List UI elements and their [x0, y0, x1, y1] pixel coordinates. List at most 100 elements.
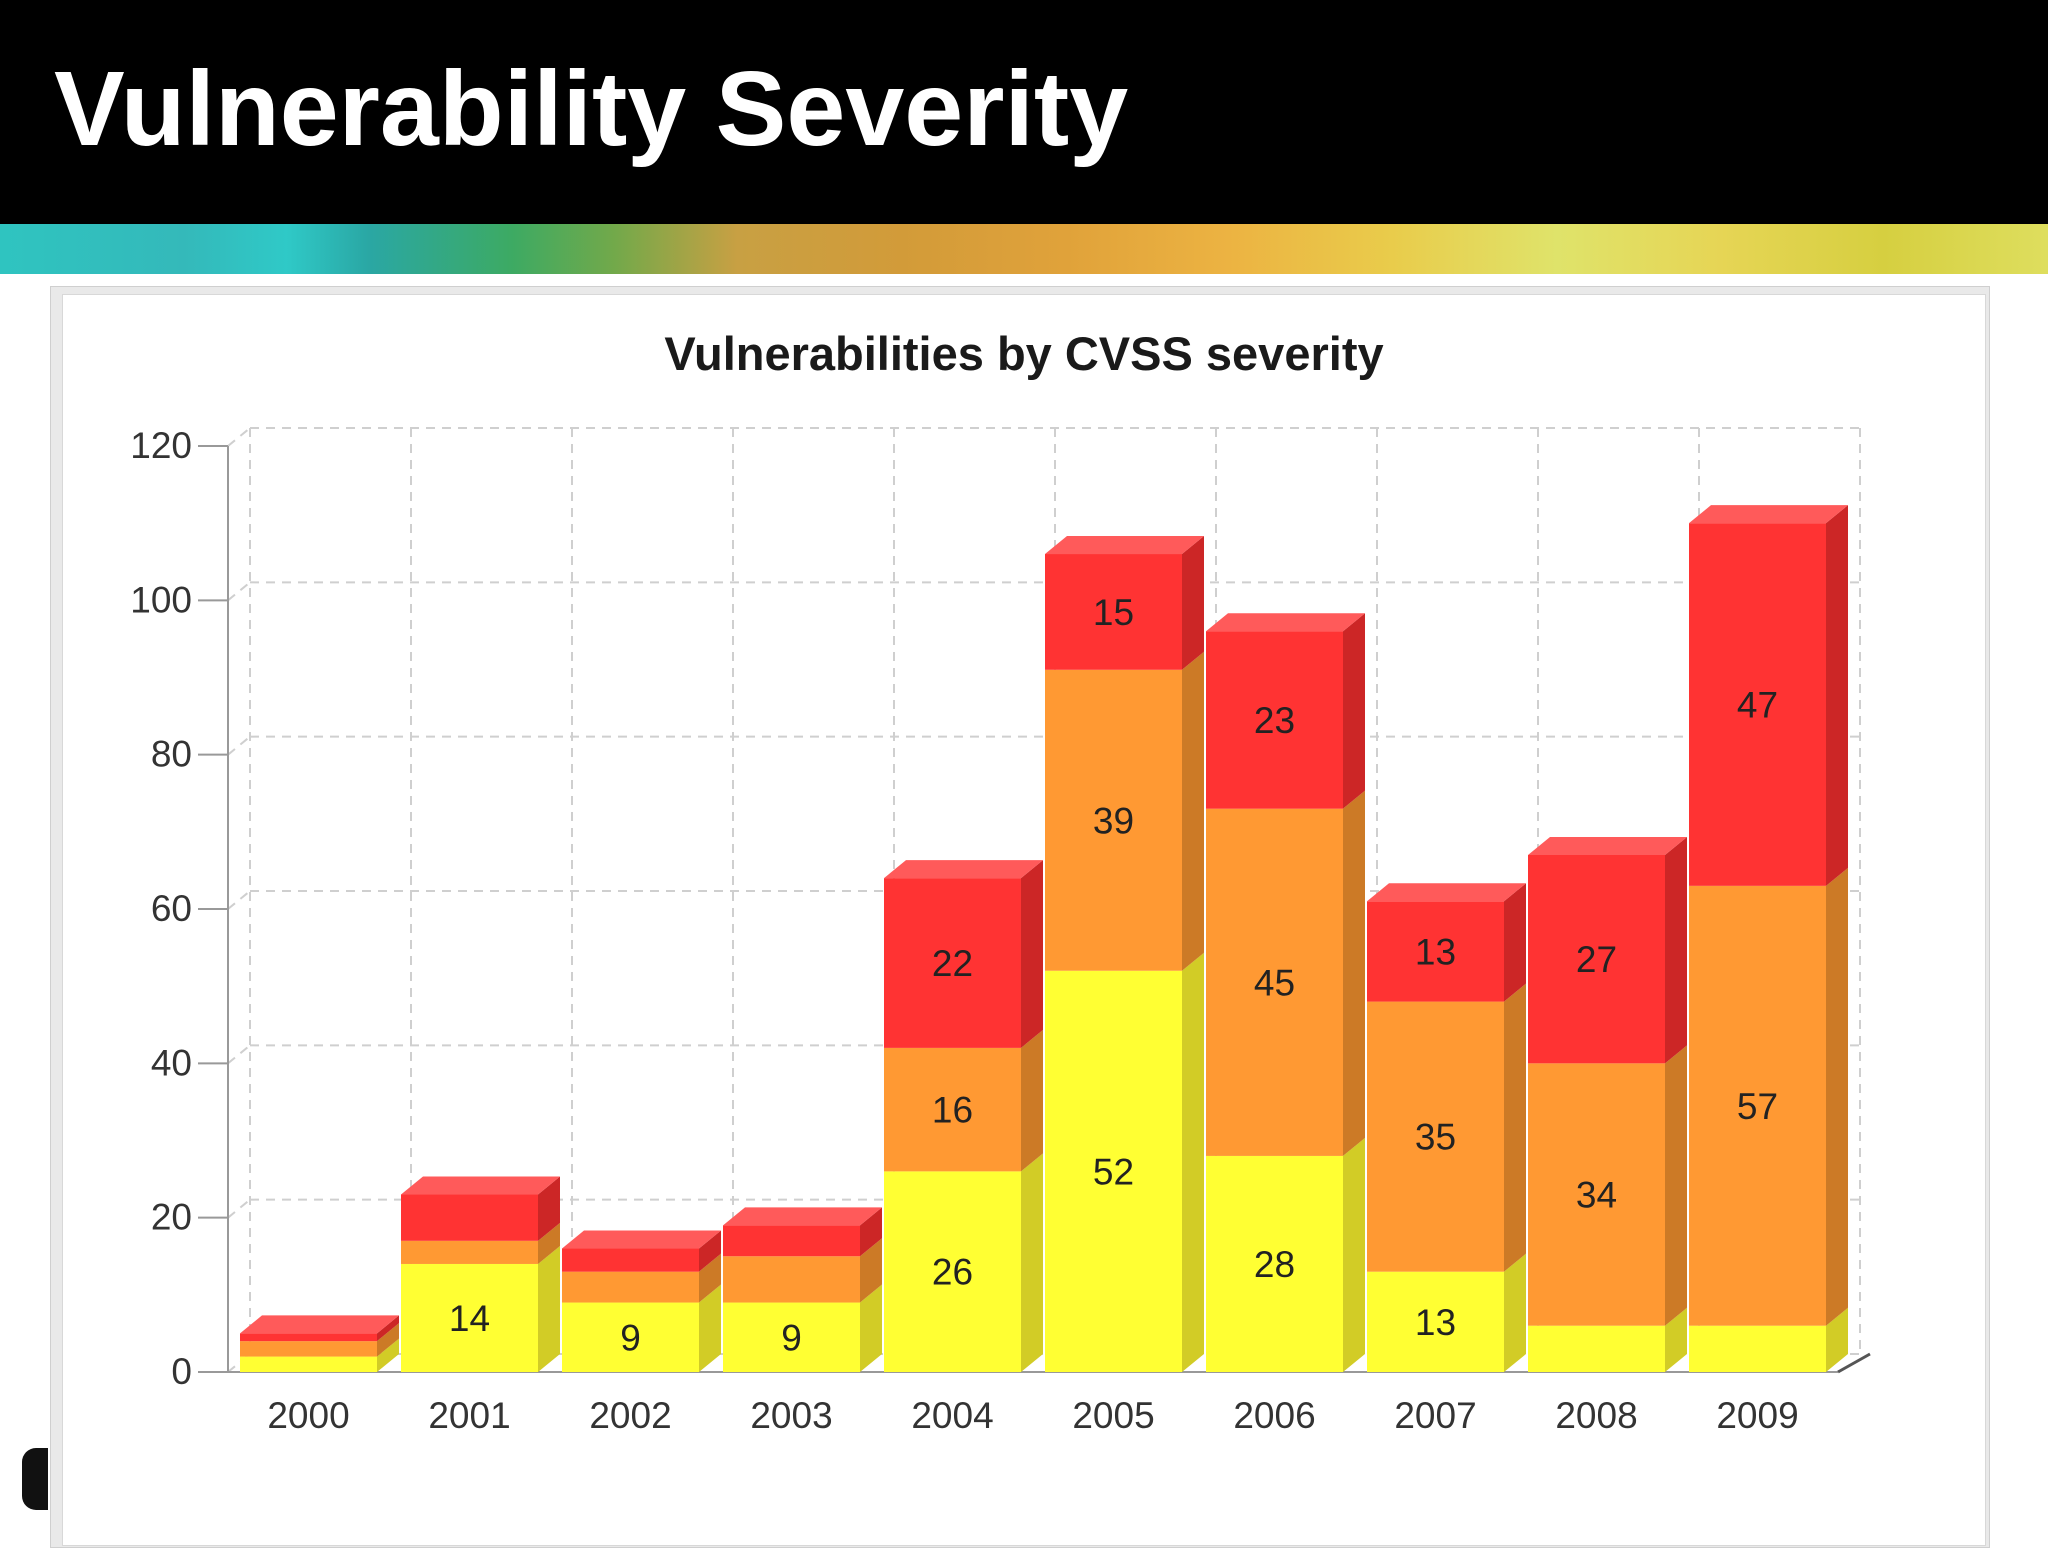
bar-top [723, 1207, 882, 1226]
slide-title: Vulnerability Severity [54, 50, 1129, 168]
data-label: 52 [1093, 1151, 1134, 1192]
bar-segment [1206, 808, 1343, 1156]
bar-segment-side [1021, 860, 1043, 1048]
bar-top [1206, 613, 1365, 632]
bar-segment-side [1182, 651, 1204, 971]
bar-segment-side [1665, 1307, 1687, 1372]
data-label: 57 [1737, 1086, 1778, 1127]
bar-segment-side [1343, 1137, 1365, 1372]
bar-segment-side [1021, 1029, 1043, 1172]
bar-segment-side [377, 1338, 399, 1372]
bar-segment [1689, 523, 1826, 886]
gridline-y-depth [227, 1198, 251, 1219]
bar-segment-side [1182, 952, 1204, 1372]
bar-segment [723, 1225, 860, 1257]
bar-segment [1206, 631, 1343, 809]
bar-segment [240, 1356, 377, 1372]
bar-segment [1206, 1155, 1343, 1372]
x-tick-label: 2003 [750, 1395, 832, 1436]
y-tick-label: 20 [151, 1197, 192, 1238]
data-label: 39 [1093, 800, 1134, 841]
x-tick-label: 2008 [1555, 1395, 1637, 1436]
data-label: 26 [932, 1252, 973, 1293]
bar-segment [723, 1256, 860, 1303]
data-label: 9 [620, 1317, 641, 1358]
bar-segment-side [377, 1315, 399, 1342]
bar-segment-side [1826, 867, 1848, 1326]
bar-segment-side [1504, 1253, 1526, 1372]
bar-segment-side [860, 1238, 882, 1303]
bar-segment [240, 1333, 377, 1342]
bar-segment-side [1343, 790, 1365, 1156]
data-label: 28 [1254, 1244, 1295, 1285]
data-label: 16 [932, 1090, 973, 1131]
bar-segment [1528, 1325, 1665, 1372]
bar-segment [562, 1248, 699, 1272]
bar-top [1528, 836, 1687, 855]
bar-segment [1045, 554, 1182, 670]
gridline-y-depth [227, 581, 251, 602]
bar-segment-side [860, 1284, 882, 1372]
data-label: 47 [1737, 685, 1778, 726]
bar-segment-side [860, 1207, 882, 1257]
gridline-y-depth [227, 1044, 251, 1065]
data-label: 15 [1093, 592, 1134, 633]
bar-segment-side [699, 1284, 721, 1372]
bar-segment [884, 878, 1021, 1048]
bar-segment-side [1343, 613, 1365, 809]
bar-segment [401, 1240, 538, 1264]
data-label: 22 [932, 943, 973, 984]
bar-segment [1045, 970, 1182, 1372]
bar-segment [562, 1271, 699, 1303]
bar-segment [401, 1194, 538, 1241]
x-tick-label: 2009 [1716, 1395, 1798, 1436]
bar-segment-side [1504, 883, 1526, 1002]
data-label: 45 [1254, 962, 1295, 1003]
gridline-y-depth [227, 427, 251, 447]
y-tick-label: 0 [171, 1351, 192, 1392]
gridline-y-depth [227, 735, 251, 756]
bar-segment [1367, 901, 1504, 1002]
bar-segment-side [1826, 1307, 1848, 1372]
chart-title: Vulnerabilities by CVSS severity [664, 327, 1383, 380]
y-tick-label: 40 [151, 1042, 192, 1083]
labels-layer: 14 9 9 26 16 22 52 39 15 28 45 23 13 35 13 34 27 57 47 [449, 592, 1778, 1358]
bar-segment-side [1826, 505, 1848, 886]
x-tick-label: 2005 [1072, 1395, 1154, 1436]
x-tick-label: 2007 [1394, 1395, 1476, 1436]
bar-segment [1367, 1271, 1504, 1372]
bar-segment-side [377, 1323, 399, 1357]
x-tick-label: 2001 [428, 1395, 510, 1436]
bar-segment [1367, 1001, 1504, 1272]
logo-fragment [22, 1448, 48, 1510]
y-tick-label: 80 [151, 734, 192, 775]
bar-segment [1689, 1325, 1826, 1372]
bar-segment-side [538, 1222, 560, 1264]
bar-segment-side [699, 1230, 721, 1272]
bar-top [240, 1315, 399, 1334]
y-tick-label: 100 [130, 579, 192, 620]
bar-segment [401, 1263, 538, 1372]
y-tick-label: 120 [130, 425, 192, 466]
bar-top [1045, 536, 1204, 555]
bar-top [1367, 883, 1526, 902]
bars-layer [240, 505, 1848, 1372]
x-tick-label: 2002 [589, 1395, 671, 1436]
bar-segment-side [1021, 1153, 1043, 1372]
bar-segment-side [1504, 983, 1526, 1272]
bar-top [401, 1176, 560, 1195]
bar-segment [1528, 854, 1665, 1064]
bar-segment-side [699, 1253, 721, 1303]
bar-segment [1528, 1063, 1665, 1326]
data-label: 27 [1576, 939, 1617, 980]
bar-segment [562, 1302, 699, 1372]
bar-segment-side [1665, 1045, 1687, 1326]
x-tick-label: 2000 [267, 1395, 349, 1436]
x-tick-label: 2004 [911, 1395, 993, 1436]
bar-segment-side [1665, 836, 1687, 1064]
data-label: 14 [449, 1298, 490, 1339]
y-tick-label: 60 [151, 888, 192, 929]
bar-segment [723, 1302, 860, 1372]
data-label: 13 [1415, 931, 1456, 972]
bar-top [1689, 505, 1848, 524]
